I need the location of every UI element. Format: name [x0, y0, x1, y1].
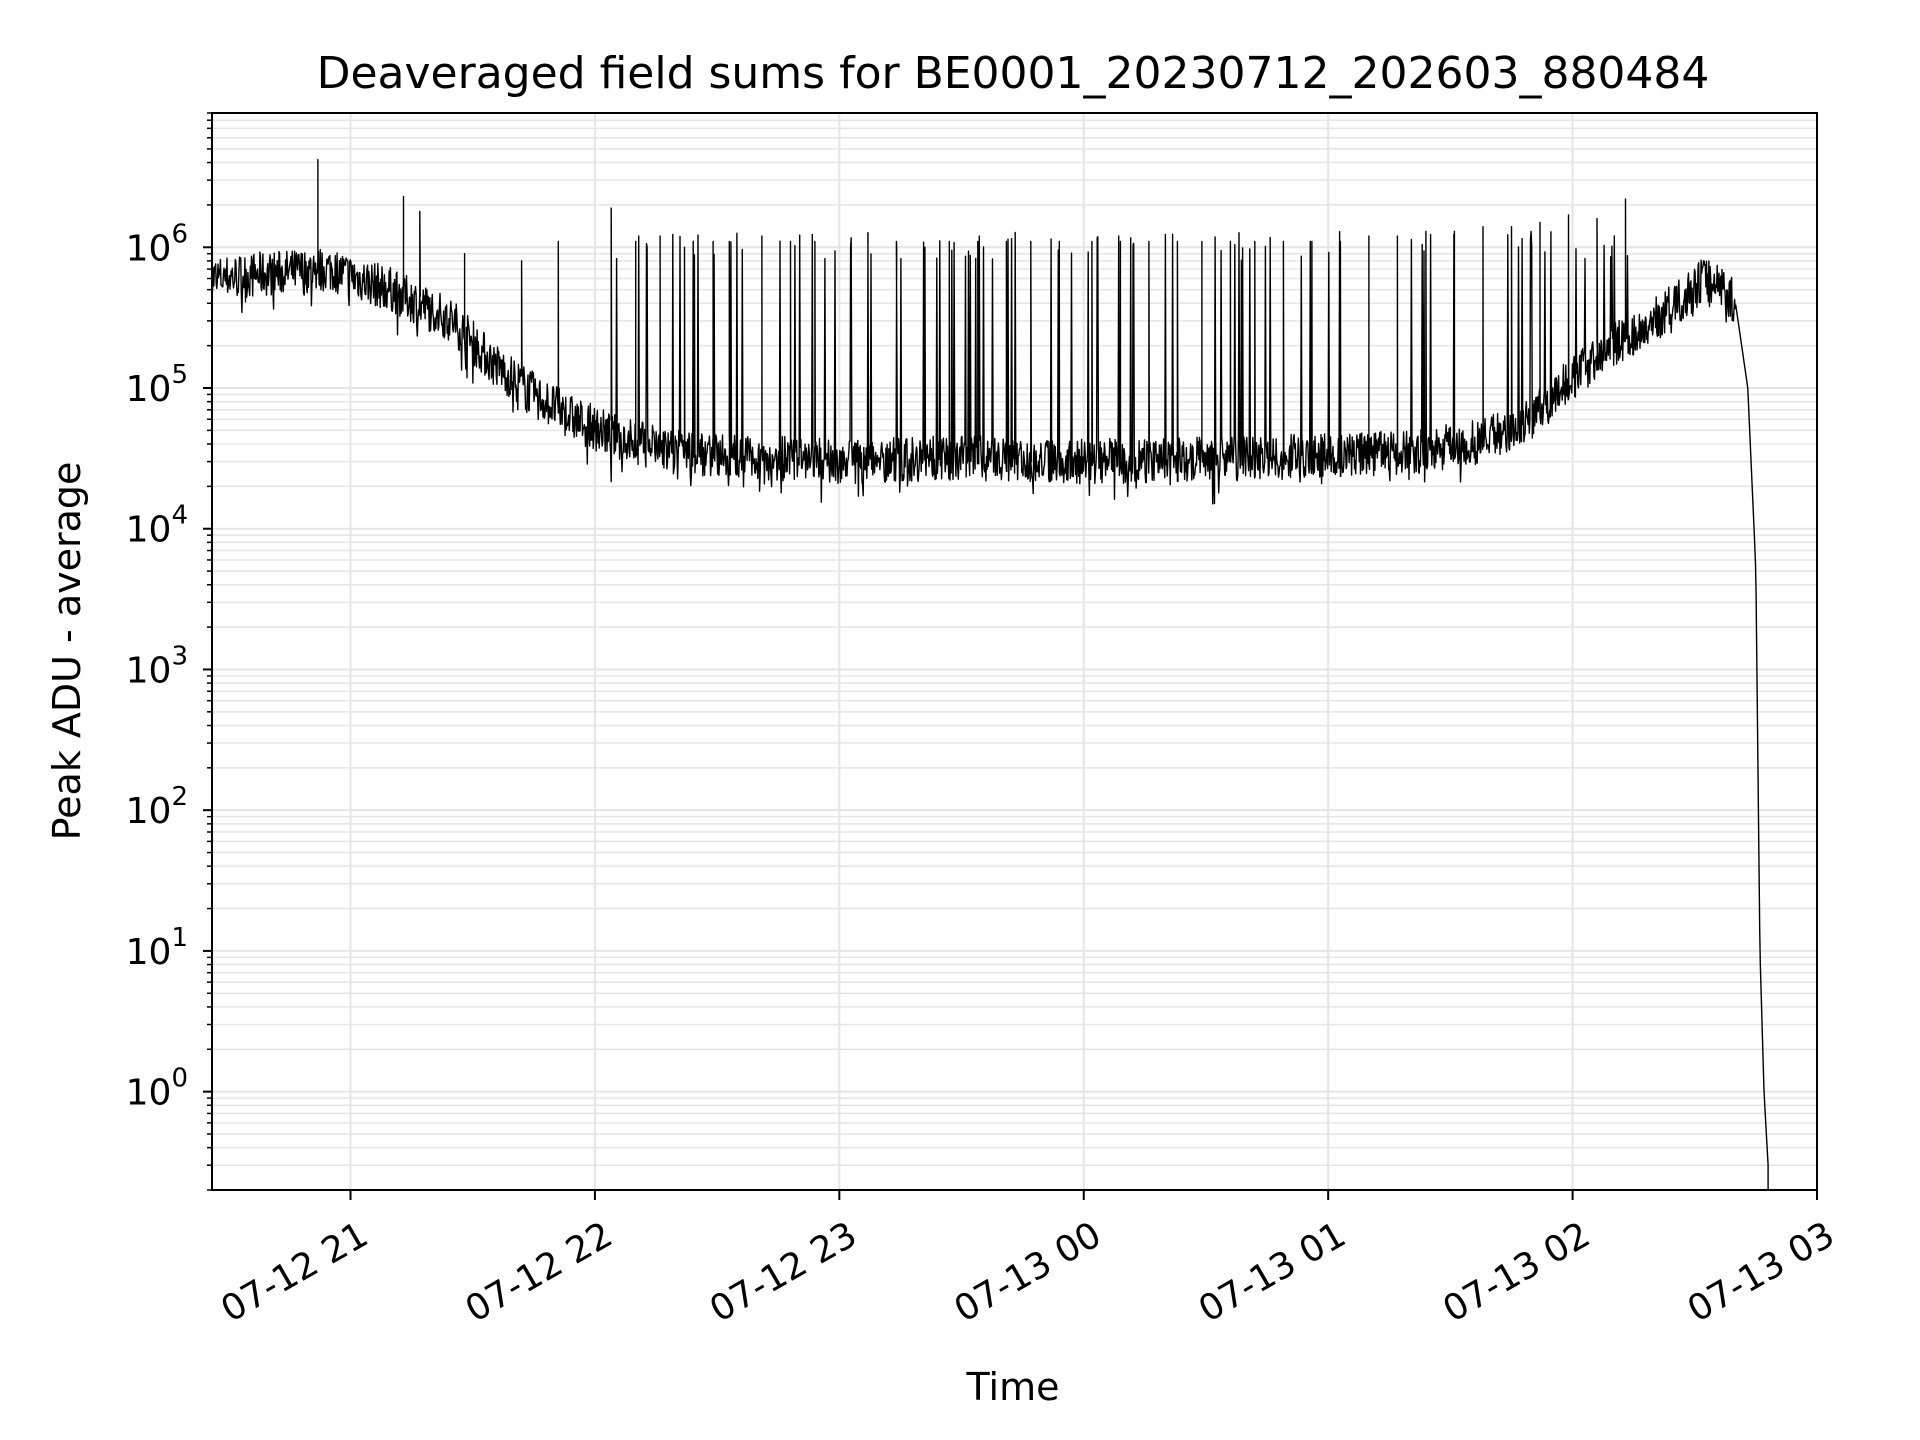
chart-title: Deaveraged field sums for BE0001_2023071…: [317, 48, 1710, 99]
y-tick-label: 102: [126, 782, 188, 832]
y-tick-label: 100: [126, 1064, 188, 1114]
plot-frame: [211, 112, 1818, 1191]
plot-area: [211, 112, 1818, 1191]
x-tick-label: 07-13 03: [1681, 1214, 1842, 1330]
y-tick-label: 101: [126, 923, 188, 973]
y-tick-label: 106: [126, 219, 188, 269]
y-tick-label: 104: [126, 501, 188, 551]
y-tick-label: 105: [126, 360, 188, 410]
x-tick-label: 07-12 22: [459, 1214, 620, 1330]
x-tick-label: 07-12 21: [214, 1214, 375, 1330]
x-tick-label: 07-13 02: [1436, 1214, 1597, 1330]
x-axis: 07-12 21 07-12 22 07-12 23 07-13 00 07-13 01…: [214, 1190, 1842, 1331]
x-tick-label: 07-13 01: [1192, 1214, 1353, 1330]
x-tick-label: 07-13 00: [948, 1214, 1109, 1330]
y-axis-label: Peak ADU - average: [45, 462, 89, 841]
y-axis: 100 101 102 103 104 105 106: [126, 112, 212, 1191]
y-tick-label: 103: [126, 641, 188, 691]
x-tick-label: 07-12 23: [703, 1214, 864, 1330]
data-series: [211, 158, 1769, 1190]
grid-lines: [212, 112, 1818, 1191]
x-axis-label: Time: [966, 1365, 1060, 1409]
series-line: [211, 158, 1769, 1190]
